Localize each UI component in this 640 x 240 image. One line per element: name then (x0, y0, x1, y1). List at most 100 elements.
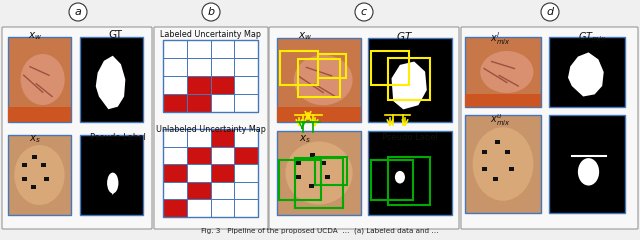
Ellipse shape (395, 171, 405, 184)
Bar (296, 161, 301, 165)
Bar (234, 164, 258, 182)
Bar (318, 54, 346, 78)
Bar (279, 160, 321, 200)
Text: $x_s$: $x_s$ (29, 133, 41, 145)
Text: a: a (75, 7, 81, 17)
Bar (187, 129, 211, 147)
FancyBboxPatch shape (154, 27, 268, 229)
Polygon shape (568, 52, 604, 96)
Text: Pseudo Label: Pseudo Label (90, 133, 146, 142)
Text: $x^u_{mix}$: $x^u_{mix}$ (490, 113, 510, 128)
Bar (187, 182, 211, 199)
Bar (211, 199, 234, 217)
Bar (80, 135, 143, 215)
Text: $x_s$: $x_s$ (299, 133, 311, 145)
Bar (8, 135, 71, 215)
Bar (163, 182, 187, 199)
Ellipse shape (578, 158, 599, 186)
Text: $x_w$: $x_w$ (298, 30, 312, 42)
Bar (388, 157, 430, 205)
Bar (505, 150, 510, 154)
Bar (277, 131, 361, 215)
Bar (163, 199, 187, 217)
Circle shape (541, 3, 559, 21)
Bar (187, 58, 211, 76)
Polygon shape (108, 185, 118, 195)
Bar (187, 164, 211, 182)
Text: c: c (361, 7, 367, 17)
Ellipse shape (107, 173, 118, 193)
Bar (368, 131, 452, 215)
Bar (280, 51, 318, 85)
Bar (31, 185, 36, 189)
Bar (163, 129, 258, 217)
Bar (211, 147, 234, 164)
Bar (163, 147, 187, 164)
Ellipse shape (285, 142, 353, 204)
Bar (234, 58, 258, 76)
Bar (234, 199, 258, 217)
Bar (234, 182, 258, 199)
Bar (509, 167, 514, 171)
Text: $x_w$: $x_w$ (28, 30, 42, 42)
Text: Pseudo Label: Pseudo Label (382, 133, 438, 142)
Ellipse shape (294, 55, 353, 105)
Bar (321, 161, 326, 165)
Bar (371, 51, 409, 85)
Bar (315, 157, 347, 185)
Text: $GT$: $GT$ (396, 30, 413, 42)
Text: $GT_{mix}$: $GT_{mix}$ (578, 30, 606, 44)
Text: $x^l_{mix}$: $x^l_{mix}$ (490, 30, 510, 47)
Bar (368, 38, 452, 122)
Bar (41, 163, 45, 168)
Bar (187, 76, 211, 94)
Bar (493, 177, 499, 181)
Bar (187, 199, 211, 217)
Bar (211, 76, 234, 94)
Text: d: d (547, 7, 554, 17)
Bar (308, 184, 314, 188)
FancyBboxPatch shape (2, 27, 152, 229)
Bar (187, 94, 211, 112)
Text: b: b (207, 7, 214, 17)
Text: Labeled Uncertainty Map: Labeled Uncertainty Map (161, 30, 262, 39)
Bar (465, 115, 541, 213)
Bar (187, 40, 211, 58)
Bar (163, 129, 187, 147)
Bar (211, 182, 234, 199)
Bar (296, 175, 301, 179)
Bar (187, 147, 211, 164)
Bar (211, 129, 234, 147)
Bar (33, 156, 38, 159)
Circle shape (69, 3, 87, 21)
Text: GT: GT (108, 30, 122, 40)
Bar (388, 58, 430, 100)
Bar (8, 37, 71, 122)
Polygon shape (392, 61, 427, 109)
Bar (211, 94, 234, 112)
Bar (44, 177, 49, 181)
Ellipse shape (20, 54, 65, 105)
Bar (234, 147, 258, 164)
Bar (549, 37, 625, 107)
Bar (495, 140, 500, 144)
Bar (549, 115, 625, 213)
Bar (295, 158, 343, 208)
Polygon shape (96, 56, 125, 109)
Bar (234, 76, 258, 94)
Bar (371, 160, 413, 200)
Bar (163, 58, 187, 76)
Bar (211, 58, 234, 76)
Bar (163, 164, 187, 182)
Bar (163, 40, 258, 112)
Ellipse shape (14, 145, 65, 205)
FancyBboxPatch shape (269, 27, 459, 229)
Bar (234, 94, 258, 112)
Bar (465, 94, 541, 107)
Bar (163, 76, 187, 94)
Bar (22, 163, 27, 168)
Bar (8, 107, 71, 122)
Bar (277, 107, 361, 122)
Bar (482, 150, 487, 154)
Bar (482, 167, 487, 171)
